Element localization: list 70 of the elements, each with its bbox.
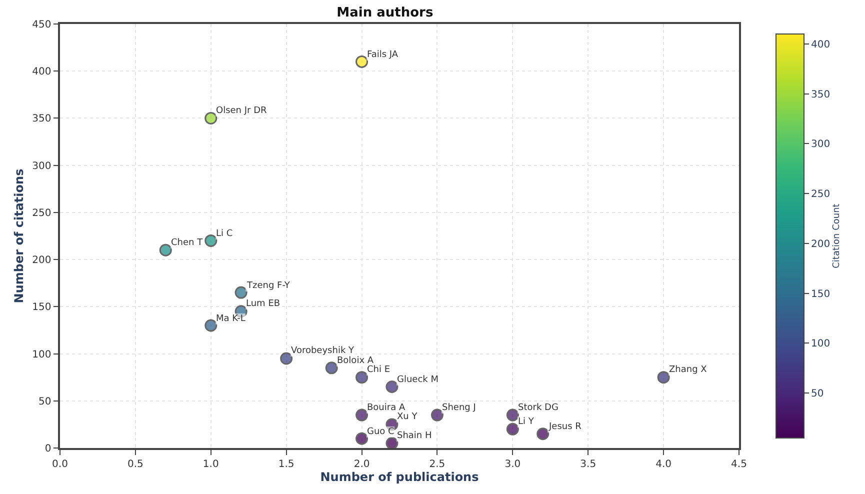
annotation: Vorobeyshik Y [291,346,355,356]
annotation: Ma K-L [216,314,246,324]
point [204,319,218,332]
y-tick-label: 300 [32,160,52,172]
point [234,286,248,299]
annotation: Xu Y [397,412,418,422]
color-bar-label: 100 [811,338,830,350]
color-bar-label: 300 [811,139,830,150]
annotation: Stork DG [518,403,558,413]
annotation: Tzeng F-Y [246,281,290,291]
point [280,352,293,365]
x-tick-label: 1.5 [278,458,294,470]
annotation: Boloix A [337,356,374,366]
x-tick-label: 1.0 [202,458,219,470]
y-tick-label: 400 [32,66,52,78]
point [386,437,398,448]
annotation: Li C [216,229,233,239]
x-tick-label: 4.0 [656,458,672,470]
point [386,380,398,394]
point [325,362,338,374]
color-bar-label: 150 [811,288,830,300]
annotation: Bouira A [367,403,406,413]
color-bar-label: 350 [811,89,830,100]
x-axis-title: Number of publications [320,470,479,484]
annotation: Fails JA [367,50,399,60]
point [204,112,218,124]
y-tick-label: 250 [32,208,52,219]
color-bar-label: 200 [811,238,830,250]
point [356,55,368,68]
color-bar-label: 250 [811,189,830,200]
annotation: Sheng J [442,403,476,413]
point [536,428,550,440]
point [657,371,670,384]
x-tick-label: 3.0 [504,458,521,470]
x-tick-label: 0.5 [127,458,144,470]
annotation: Olsen Jr DR [216,106,267,116]
y-tick-label: 450 [32,20,52,30]
y-axis-title: Number of citations [12,168,26,304]
y-tick-label: 150 [32,302,52,314]
annotation: Li Y [518,417,534,427]
x-tick-label: 2.0 [354,458,370,470]
annotation: Lum EB [246,299,280,309]
color-bar-title: Citation Count [832,203,842,268]
annotation: Chi E [367,365,390,375]
y-tick-label: 50 [38,396,52,408]
x-tick-label: 0.0 [52,458,68,470]
point [430,408,444,422]
annotation: Chen T [171,238,204,248]
point [159,244,172,256]
x-tick-label: 4.5 [731,458,747,470]
y-tick-label: 350 [32,114,52,125]
color-bar-label: 400 [811,39,830,50]
annotation: Shain H [397,431,432,441]
point [356,371,368,384]
point [506,408,519,422]
y-tick-label: 0 [44,444,52,454]
annotation: Guo C [367,427,394,437]
annotation: Jesus R [548,422,582,432]
y-tick-label: 200 [32,255,52,266]
point [506,422,519,436]
annotation: Glueck M [397,375,439,385]
point [356,432,368,445]
point [204,234,218,247]
x-tick-label: 3.5 [580,458,596,470]
x-tick-label: 2.5 [429,458,446,470]
chart-title: Main authors [336,6,434,21]
color-bar-label: 50 [811,388,824,400]
annotation: Zhang X [669,365,707,375]
point [356,408,368,422]
y-tick-label: 100 [32,349,52,360]
